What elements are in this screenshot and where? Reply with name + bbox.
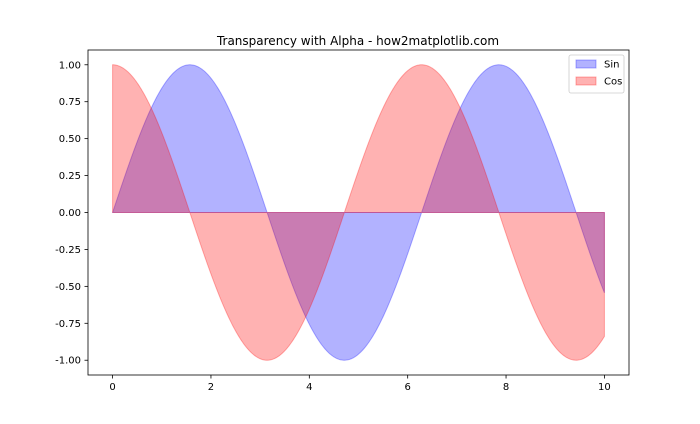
y-tick-label: -1.00 (55, 356, 81, 367)
y-axis: -1.00 -0.75 -0.50 -0.25 0.00 0.25 0.50 0.75 1.00 (55, 60, 88, 367)
y-tick-label: -0.50 (55, 282, 81, 293)
series-layer (111, 64, 605, 361)
x-tick-label: 10 (598, 382, 611, 393)
x-tick-label: 0 (109, 382, 115, 393)
y-tick-label: 0.00 (59, 208, 81, 219)
y-tick-label: 1.00 (59, 60, 81, 71)
x-axis: 0 2 4 6 8 10 (109, 375, 611, 393)
y-tick-label: 0.75 (59, 97, 81, 108)
legend-label-sin: Sin (604, 60, 619, 71)
y-tick-label: -0.75 (55, 319, 81, 330)
legend: Sin Cos (568, 54, 625, 94)
x-tick-label: 2 (208, 382, 214, 393)
legend-label-cos: Cos (604, 77, 622, 88)
x-tick-label: 4 (306, 382, 312, 393)
plot-frame (87, 49, 630, 376)
legend-swatch-sin (575, 59, 597, 69)
series-area-sin (111, 64, 605, 361)
y-tick-label: 0.25 (59, 171, 81, 182)
legend-swatch-cos (575, 76, 597, 86)
chart-title: Transparency with Alpha - how2matplotlib… (216, 34, 499, 48)
y-tick-label: -0.25 (55, 245, 81, 256)
x-tick-label: 8 (503, 382, 509, 393)
y-tick-label: 0.50 (59, 134, 81, 145)
legend-box (568, 54, 625, 94)
x-tick-label: 6 (404, 382, 410, 393)
series-area-cos (112, 64, 605, 361)
